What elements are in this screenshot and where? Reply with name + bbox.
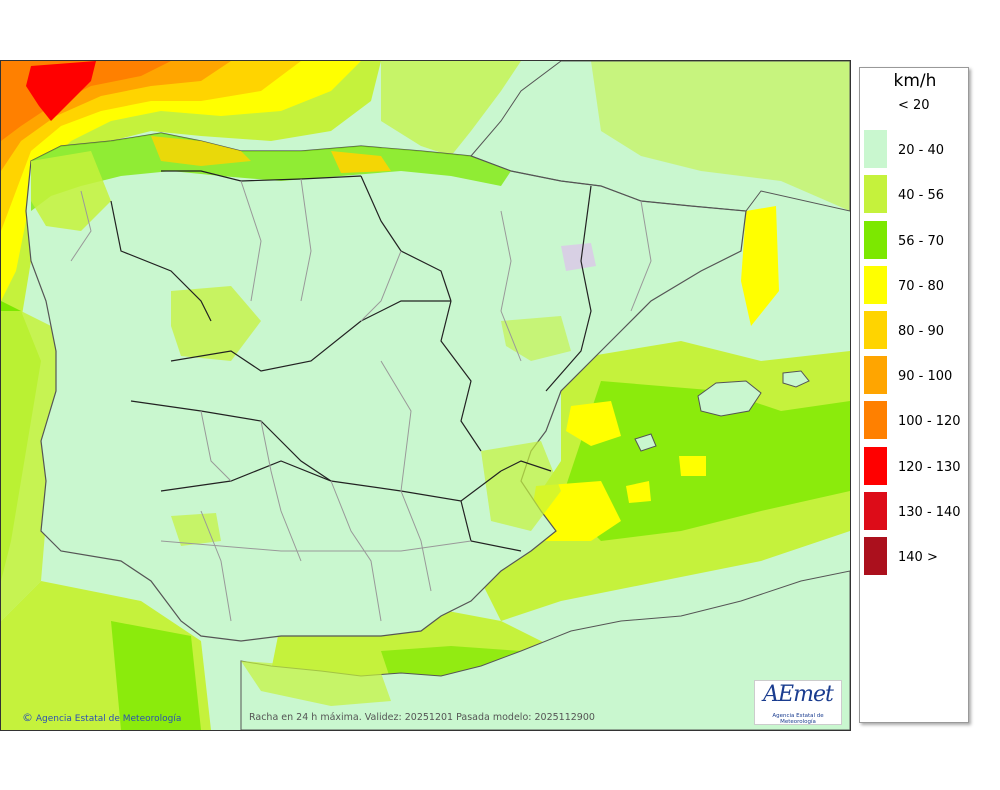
gust-zone-40-56-west bbox=[1, 311, 71, 621]
legend: km/h < 20 20 - 40 40 - 56 56 - 70 70 - 80 80 … bbox=[859, 67, 969, 723]
mallorca bbox=[697, 380, 762, 417]
legend-label: 80 - 90 bbox=[898, 324, 945, 339]
wind-gust-map bbox=[0, 60, 851, 731]
logo-text: AEmet bbox=[763, 682, 834, 707]
legend-swatch bbox=[864, 220, 887, 259]
map-caption: Racha en 24 h máxima. Validez: 20251201 … bbox=[249, 712, 595, 723]
gust-zone-80-90-asturias bbox=[151, 136, 251, 166]
aemet-logo: AEmet Agencia Estatal de Meteorología bbox=[754, 680, 842, 725]
legend-swatch bbox=[864, 356, 887, 395]
credit-text: Agencia Estatal de Meteorología bbox=[35, 714, 182, 724]
legend-swatch bbox=[864, 265, 887, 304]
france-coast bbox=[470, 61, 850, 212]
legend-label: 90 - 100 bbox=[898, 369, 953, 385]
legend-label: 120 - 130 bbox=[898, 459, 961, 475]
menorca bbox=[782, 370, 810, 388]
gust-zone-40-56-morocco bbox=[241, 661, 391, 706]
gust-zone-40-56-france bbox=[591, 61, 850, 211]
gust-zone-80-90-cantabria bbox=[331, 151, 391, 173]
legend-label: 140 > bbox=[898, 550, 938, 565]
legend-swatch bbox=[864, 446, 887, 485]
ibiza bbox=[634, 433, 657, 452]
gust-zone-120-130 bbox=[26, 61, 96, 121]
gust-zone-40-56-meseta bbox=[171, 286, 261, 361]
gust-zone-40-56-andalucia bbox=[171, 513, 221, 546]
gust-zone-70-80 bbox=[1, 61, 361, 301]
province-borders bbox=[70, 178, 652, 622]
legend-label: 20 - 40 bbox=[898, 143, 945, 159]
gust-zone-40-56 bbox=[1, 61, 381, 361]
map-canvas bbox=[1, 61, 850, 730]
legend-swatch bbox=[864, 537, 887, 575]
logo-subtext: Agencia Estatal de Meteorología bbox=[772, 713, 824, 725]
legend-swatch bbox=[864, 311, 887, 349]
gust-zone-40-56-galicia bbox=[31, 151, 111, 231]
legend-label: 130 - 140 bbox=[898, 504, 961, 520]
gust-zone-70-80-valencia bbox=[566, 401, 621, 446]
legend-label: 56 - 70 bbox=[898, 233, 945, 249]
gust-zone-below-20 bbox=[561, 243, 596, 271]
gust-zone-56-70-cadiz bbox=[111, 621, 201, 730]
legend-label: < 20 bbox=[898, 98, 930, 113]
legend-label: 100 - 120 bbox=[898, 414, 961, 430]
gust-zone-70-80-lion bbox=[741, 206, 779, 326]
legend-swatch bbox=[864, 175, 887, 214]
legend-swatch bbox=[864, 130, 887, 169]
legend-swatch bbox=[864, 401, 887, 440]
gust-zone-40-56-aragon bbox=[501, 316, 571, 361]
legend-unit: km/h bbox=[893, 71, 937, 91]
legend-label: 70 - 80 bbox=[898, 278, 945, 294]
gust-zone-40-56-biscay bbox=[381, 61, 521, 156]
gust-zone-40-56-murcia bbox=[481, 441, 561, 531]
credit: © Agencia Estatal de Meteorología bbox=[22, 711, 181, 724]
copyright-icon: © bbox=[22, 711, 33, 724]
legend-swatch bbox=[864, 491, 887, 530]
gust-zone-70-80-balear bbox=[679, 456, 706, 476]
gust-zone-70-80-ibiza bbox=[626, 481, 651, 503]
legend-label: 40 - 56 bbox=[898, 188, 945, 204]
gust-zone-56-70-cantabria bbox=[31, 133, 511, 211]
